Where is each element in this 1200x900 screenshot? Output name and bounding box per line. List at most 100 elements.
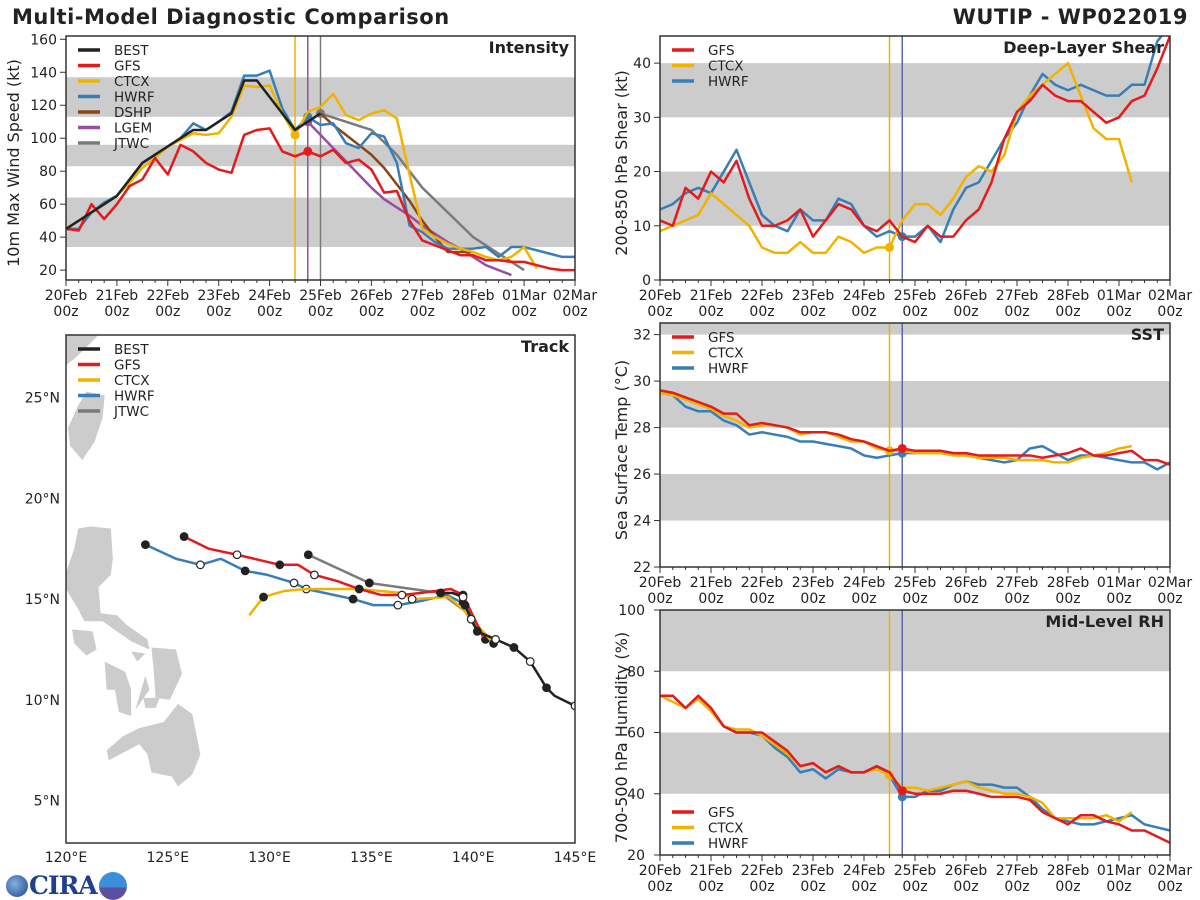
x-tick-date: 28Feb	[1047, 863, 1090, 879]
track-point-gfs	[354, 584, 364, 594]
y-tick-label: 80	[627, 664, 645, 680]
x-tick-hour: 00z	[647, 304, 672, 320]
track-line-best	[440, 591, 575, 708]
y-tick-label: 10	[633, 219, 651, 235]
x-tick-hour: 00z	[851, 879, 876, 895]
series-line-gfs	[660, 36, 1170, 244]
x-tick-date: 21Feb	[690, 575, 733, 591]
x-tick-date: 02Mar	[1148, 863, 1192, 879]
x-tick-hour: 00z	[257, 304, 282, 320]
x-tick-hour: 00z	[698, 591, 723, 607]
track-point-jtwc	[364, 578, 374, 588]
shear-plot-area	[660, 36, 1170, 280]
track-panel: 120°E 125°E 130°E 135°E 140°E 145°E 5°N 10°N 15°…	[25, 334, 596, 866]
x-tick-hour: 00z	[851, 591, 876, 607]
track-point-best	[525, 657, 535, 666]
legend-label-jtwc: JTWC	[113, 136, 149, 152]
y-tick-label: 40	[633, 56, 651, 72]
track-point-best	[466, 614, 476, 624]
series-line-gfs	[66, 127, 575, 272]
land-mass	[143, 697, 160, 708]
legend-label-hwrf: HWRF	[708, 361, 749, 377]
series-line-gfs	[660, 389, 1170, 466]
x-tick-date: 01Mar	[1097, 863, 1141, 879]
track-point-hwrf	[289, 578, 299, 588]
x-tick-hour: 00z	[155, 304, 180, 320]
land-mass	[135, 675, 150, 710]
y-tick-label: 20°N	[25, 491, 60, 507]
legend-label-ctcx: CTCX	[708, 346, 744, 362]
x-tick-date: 21Feb	[690, 863, 733, 879]
intensity-panel: 20Feb00z21Feb00z22Feb00z23Feb00z24Feb00z…	[4, 32, 597, 320]
legend-label-hwrf: HWRF	[708, 74, 749, 90]
panel-title: Deep-Layer Shear	[1003, 38, 1164, 57]
x-tick-date: 24Feb	[248, 288, 291, 304]
track-point-hwrf	[195, 560, 205, 570]
land-mass	[106, 703, 201, 787]
x-tick-hour: 00z	[953, 879, 978, 895]
x-tick-date: 23Feb	[792, 863, 835, 879]
y-tick-label: 10°N	[25, 693, 60, 709]
x-tick-label: 125°E	[147, 850, 190, 866]
shaded-band	[660, 171, 1170, 226]
track-line-ctcx	[248, 587, 495, 645]
legend-label-best: BEST	[114, 43, 149, 59]
y-tick-label: 28	[633, 421, 651, 437]
x-tick-hour: 00z	[698, 879, 723, 895]
x-tick-date: 25Feb	[894, 863, 937, 879]
rh-panel: 20Feb00z21Feb00z22Feb00z23Feb00z24Feb00z…	[612, 603, 1192, 895]
x-tick-date: 25Feb	[299, 288, 342, 304]
y-tick-label: 0	[642, 273, 651, 289]
track-point-gfs	[397, 590, 407, 600]
x-tick-hour: 00z	[1055, 304, 1080, 320]
x-tick-hour: 00z	[1004, 879, 1029, 895]
logo-text: CIRA	[29, 871, 98, 900]
x-tick-hour: 00z	[953, 304, 978, 320]
land-mass	[66, 526, 150, 650]
panel-title: Mid-Level RH	[1045, 612, 1164, 631]
series-line-dshp	[319, 112, 474, 254]
shaded-band	[660, 732, 1170, 794]
storm-id: WUTIP - WP022019	[952, 5, 1188, 29]
x-tick-date: 24Feb	[843, 288, 886, 304]
x-tick-date: 01Mar	[502, 288, 546, 304]
x-tick-label: 135°E	[350, 850, 393, 866]
x-tick-hour: 00z	[1157, 879, 1182, 895]
y-tick-label: 20	[627, 848, 645, 864]
x-tick-hour: 00z	[800, 879, 825, 895]
x-tick-date: 22Feb	[741, 863, 784, 879]
x-tick-hour: 00z	[647, 591, 672, 607]
track-point-ctcx	[259, 592, 268, 602]
x-tick-hour: 00z	[800, 304, 825, 320]
y-axis-label: 10m Max Wind Speed (kt)	[4, 59, 23, 267]
plot-frame	[65, 35, 576, 281]
y-tick-label: 160	[30, 32, 57, 48]
x-tick-date: 25Feb	[894, 575, 937, 591]
legend-label-ctcx: CTCX	[114, 74, 150, 90]
series-line-ctcx	[66, 84, 538, 270]
land-mass	[104, 661, 132, 716]
sst-panel: 20Feb00z21Feb00z22Feb00z23Feb00z24Feb00z…	[612, 322, 1192, 607]
legend-label-gfs: GFS	[708, 43, 735, 59]
x-tick-hour: 00z	[749, 591, 774, 607]
x-tick-date: 23Feb	[792, 575, 835, 591]
x-tick-date: 23Feb	[197, 288, 240, 304]
ramm-badge-icon	[98, 872, 127, 900]
x-tick-label: 120°E	[45, 850, 88, 866]
panel-title: Track	[521, 337, 569, 356]
x-tick-date: 28Feb	[452, 288, 495, 304]
x-tick-hour: 00z	[851, 304, 876, 320]
land-mass	[131, 651, 146, 662]
legend-label-hwrf: HWRF	[114, 90, 155, 106]
init-point-gfs	[897, 443, 907, 453]
x-tick-hour: 00z	[749, 879, 774, 895]
shaded-band	[660, 323, 1170, 335]
legend-label-lgem: LGEM	[114, 121, 152, 137]
track-point-best	[570, 701, 575, 711]
y-tick-label: 26	[633, 467, 651, 483]
track-point-hwrf	[348, 594, 358, 604]
plot-frame	[659, 35, 1171, 281]
x-tick-hour: 00z	[206, 304, 231, 320]
x-tick-date: 25Feb	[894, 288, 937, 304]
land-mass	[72, 629, 97, 656]
